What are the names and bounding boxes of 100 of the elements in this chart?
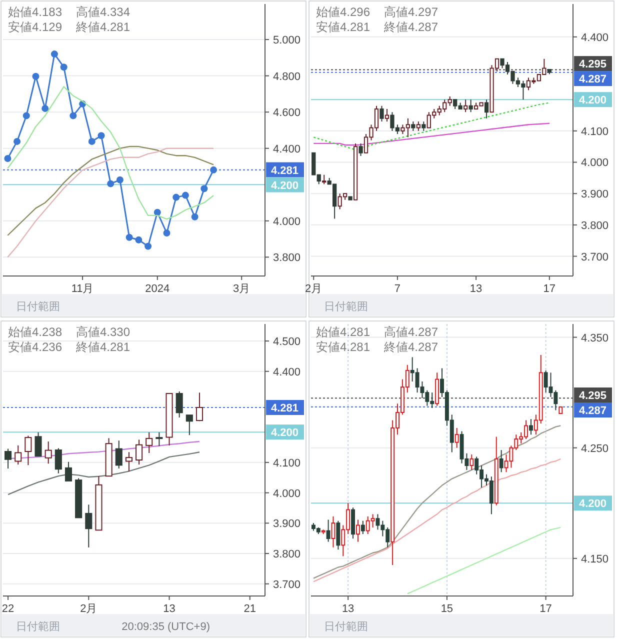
candlestick [422,121,426,132]
annotation: 終値4.287 [383,20,438,34]
ref-line-label: 4.295 [579,390,607,402]
text: 20:09:35 (UTC+9) [122,621,210,633]
annotation: 始値4.183 [8,5,62,19]
ref-line-label: 4.287 [579,74,607,86]
y-tick-label: 4.000 [273,488,301,500]
candlestick [416,121,420,132]
candlestick [326,519,330,542]
ref-line-label: 4.200 [271,427,299,440]
candlestick [186,414,193,436]
y-tick-label: 3.800 [581,220,609,232]
line-series [7,146,214,236]
y-tick-label: 3.700 [581,251,609,264]
point [107,180,114,188]
candlestick [115,440,122,469]
candlestick [384,108,390,122]
y-tick-label: 5.000 [273,34,301,47]
point [172,194,180,201]
x-tick-label: 3月 [233,283,250,295]
point [42,104,49,112]
x-tick-label: 22 [2,603,14,615]
text: 日付範囲 [16,621,60,633]
ref-line-label: 4.200 [271,180,299,192]
x-tick-label: 2月 [305,283,322,295]
ref-line-label: 4.200 [579,94,607,107]
point [154,208,161,216]
candlestick [176,390,183,418]
y-tick-label: 3.800 [273,548,301,560]
candlestick [44,440,52,464]
candlestick [156,432,163,447]
y-tick-label: 4.400 [273,143,301,156]
y-tick-label: 4.350 [581,332,609,344]
y-tick-label: 4.600 [273,107,301,120]
y-tick-label: 4.000 [273,216,301,228]
candlestick [331,516,336,548]
candlestick [146,432,153,454]
annotation: 高値4.287 [384,325,438,339]
candlestick [85,504,92,548]
point [14,138,21,145]
candlestick [464,99,468,113]
candlestick [136,439,143,466]
annotation: 始値4.296 [316,5,370,19]
y-tick-label: 4.400 [273,366,301,378]
y-tick-label: 3.700 [273,578,301,591]
point [32,72,40,80]
candlestick [411,121,416,132]
ref-line-label: 4.281 [271,164,299,177]
x-tick-label: 11月 [71,283,94,295]
text: 日付範囲 [324,621,368,633]
ref-line-label: 4.295 [579,58,607,71]
y-tick-label: 4.800 [273,70,301,83]
point [191,213,198,220]
line-series [7,148,214,258]
candlestick [470,454,474,470]
candlestick [64,461,72,482]
ref-line-label: 4.281 [271,402,299,414]
y-tick-label: 4.500 [273,336,301,348]
y-tick-label: 4.400 [581,32,609,44]
annotation: 安値4.129 [8,20,62,34]
point [60,64,68,71]
point [4,154,12,162]
x-tick-label: 13 [342,603,354,615]
annotation: 始値4.281 [316,325,370,339]
annotation: 高値4.330 [76,325,130,339]
candlestick [4,448,12,469]
line-series [312,425,562,579]
x-tick-label: 17 [543,283,556,295]
point [70,112,77,120]
line-series [7,452,200,496]
point [163,230,170,237]
point [98,132,105,140]
point [88,138,96,145]
point [200,185,208,192]
point [116,176,124,184]
point [22,112,30,120]
annotation: 安値4.281 [316,340,370,354]
point [144,242,152,250]
y-tick-label: 4.000 [581,157,609,170]
annotation: 終値4.287 [383,340,438,354]
candlestick [125,452,132,472]
x-tick-label: 13 [163,603,176,615]
point [182,192,189,199]
candlestick [24,435,32,466]
candlestick [499,450,504,473]
candlestick [484,99,489,119]
candlestick [356,519,360,542]
x-tick-label: 15 [440,603,454,615]
text: 日付範囲 [16,301,60,313]
ref-line-label: 4.200 [579,498,607,510]
candlestick [468,99,473,113]
annotation: 終値4.281 [75,20,130,34]
candlestick [34,432,42,457]
y-tick-label: 3.900 [581,188,609,201]
text: 日付範囲 [324,301,368,313]
ref-line-label: 4.287 [579,405,607,418]
candlestick [360,520,365,535]
y-tick-label: 4.250 [581,442,609,455]
line-series [406,526,562,594]
x-tick-label: 2月 [80,603,98,615]
